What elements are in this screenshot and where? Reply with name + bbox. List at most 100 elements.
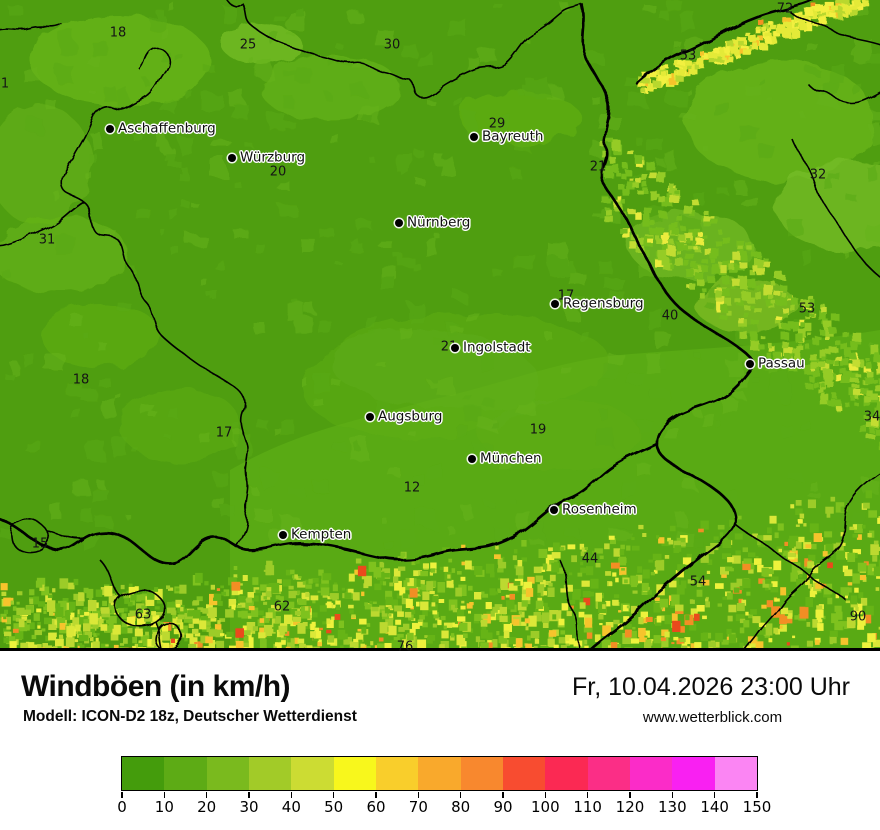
state-borders: [0, 0, 880, 651]
legend-color-segment: [122, 757, 165, 790]
legend-tick: [671, 792, 674, 798]
legend-tick-label: 120: [615, 798, 645, 816]
city-label: Augsburg: [378, 408, 443, 425]
city-dot-icon: [451, 344, 459, 352]
legend-color-segment: [460, 757, 503, 790]
south-lowland-shade: [230, 330, 880, 650]
city-label: Würzburg: [240, 149, 306, 166]
legend-tick: [544, 792, 547, 798]
legend-tick: [375, 792, 377, 798]
legend-tick: [248, 792, 250, 798]
legend-tick-label: 40: [281, 798, 301, 816]
legend-tick: [713, 792, 716, 798]
wind-gust-value: 31: [38, 232, 56, 248]
legend-tick: [502, 792, 504, 798]
legend-color-segment: [545, 757, 588, 790]
wind-gust-value: 1: [0, 76, 10, 92]
legend-tick: [459, 792, 462, 798]
city-dot-icon: [468, 455, 476, 463]
wind-scale-legend: 0 10 20 30 40 50 60 70 80 90 100 110 120 130 140 150: [117, 756, 771, 822]
legend-tick-label: 90: [493, 798, 513, 816]
map-bottom-border: [0, 648, 880, 651]
color-scale-labels: 0 10 20 30 40 50 60 70 80 90 100 110 120 130 140 150: [117, 798, 771, 818]
city-label: Nürnberg: [407, 214, 471, 231]
legend-tick: [756, 792, 758, 798]
legend-tick-label: 0: [117, 798, 127, 816]
city-label: Rosenheim: [562, 501, 637, 518]
wind-gust-value: 32: [809, 167, 827, 183]
wind-gust-value: 76: [396, 639, 414, 652]
wind-gust-value: 15: [31, 536, 49, 552]
color-scale-ticks: [121, 792, 758, 798]
city-label: Ingolstadt: [463, 339, 531, 356]
city-label: Aschaffenburg: [118, 120, 216, 137]
city-label: Passau: [758, 355, 805, 372]
legend-color-segment: [629, 757, 673, 790]
city-dot-icon: [106, 125, 114, 133]
legend-tick-label: 100: [531, 798, 560, 816]
map-area: Aschaffenburg Würzburg Bayreuth Nürnberg Reg…: [0, 0, 880, 651]
city-label: München: [480, 450, 542, 467]
map-labels-layer: Aschaffenburg Würzburg Bayreuth Nürnberg Reg…: [0, 1, 880, 652]
legend-color-segment: [333, 757, 376, 790]
city-dot-icon: [470, 133, 478, 141]
terrain-texture: [0, 0, 880, 551]
legend-color-segment: [418, 757, 461, 790]
wind-gust-value: 44: [581, 551, 599, 567]
wind-gust-value: 34: [863, 409, 880, 425]
wind-gust-value: 19: [529, 422, 547, 438]
wind-gust-value: 30: [383, 37, 401, 53]
city-dot-icon: [366, 413, 374, 421]
legend-tick-label: 50: [324, 798, 344, 816]
city-label: Kempten: [291, 526, 352, 543]
wind-gust-value: 90: [849, 609, 867, 625]
legend-tick-label: 20: [197, 798, 217, 816]
city-dot-icon: [228, 154, 236, 162]
wind-gust-value: 25: [239, 37, 257, 53]
wind-gust-value: 53: [798, 301, 816, 317]
wind-gust-value: 17: [215, 425, 233, 441]
page-title: Windböen (in km/h): [21, 670, 291, 703]
wind-gust-value: 62: [273, 599, 291, 615]
legend-color-segment: [375, 757, 419, 790]
wind-gust-value: 18: [72, 372, 90, 388]
legend-color-segment: [206, 757, 249, 790]
wind-gust-value: 17: [557, 288, 575, 304]
wind-gust-value: 21: [589, 159, 607, 175]
city-dot-icon: [279, 531, 287, 539]
legend-color-segment: [502, 757, 546, 790]
city-dot-icon: [551, 300, 559, 308]
legend-tick-label: 130: [658, 798, 687, 816]
legend-tick: [121, 792, 123, 798]
city-label: Regensburg: [563, 295, 644, 312]
city-dot-icon: [395, 219, 403, 227]
legend-tick: [332, 792, 335, 798]
legend-color-segment: [164, 757, 207, 790]
legend-tick-label: 30: [239, 798, 259, 816]
legend-tick-label: 70: [408, 798, 428, 816]
wind-gust-value: 18: [109, 25, 127, 41]
color-scale-bar: [121, 756, 758, 791]
legend-color-segment: [248, 757, 292, 790]
city-label: Bayreuth: [482, 128, 544, 145]
wind-gust-value: 72: [776, 1, 794, 17]
wind-gust-value: 63: [134, 607, 152, 623]
legend-tick: [290, 792, 293, 798]
legend-tick-label: 10: [154, 798, 174, 816]
wind-gust-value: 20: [269, 164, 287, 180]
legend-tick: [163, 792, 166, 798]
legend-tick: [629, 792, 631, 798]
website-url: www.wetterblick.com: [642, 709, 783, 726]
legend-tick-label: 110: [573, 798, 602, 816]
legend-color-segment: [587, 757, 630, 790]
map-graphic: [0, 0, 880, 651]
forecast-datetime: Fr, 10.04.2026 23:00 Uhr: [572, 673, 850, 701]
wind-gust-value: 53: [679, 48, 697, 64]
legend-tick: [417, 792, 420, 798]
wind-gust-value: 54: [689, 574, 707, 590]
legend-color-segment: [291, 757, 334, 790]
footer: Windböen (in km/h) Modell: ICON-D2 18z, …: [0, 651, 880, 830]
legend-color-segment: [672, 757, 715, 790]
wind-gust-value: 40: [661, 308, 679, 324]
